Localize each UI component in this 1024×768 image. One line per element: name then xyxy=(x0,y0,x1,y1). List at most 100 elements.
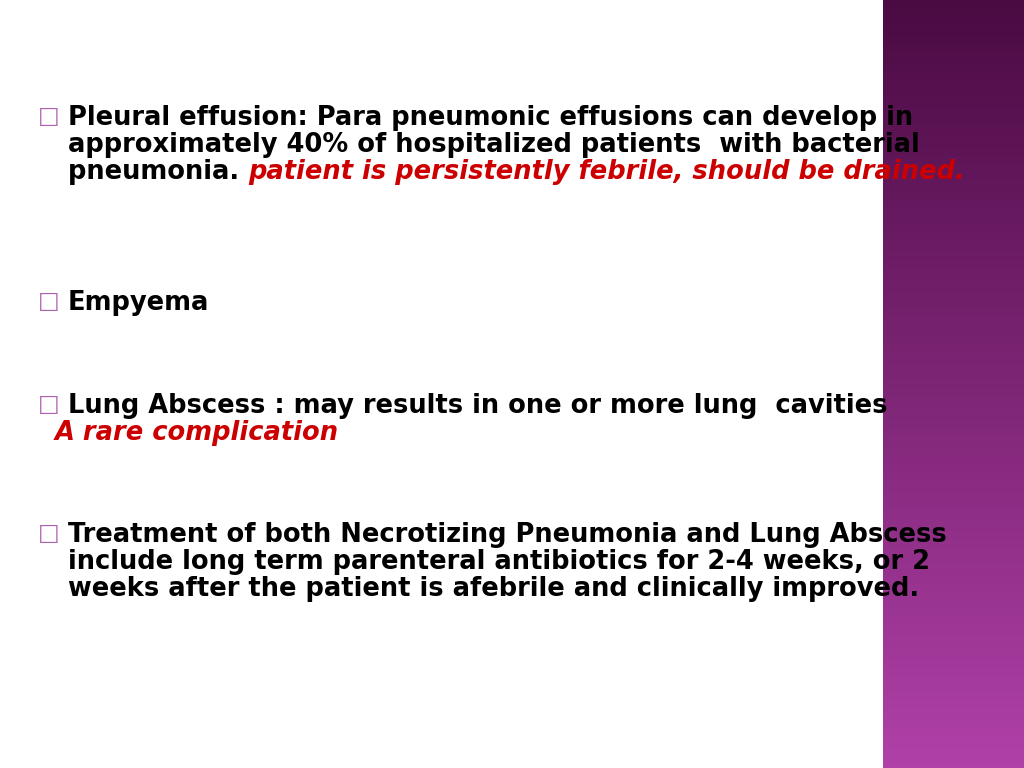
Bar xyxy=(883,448,1024,451)
Bar xyxy=(883,69,1024,71)
Bar xyxy=(883,248,1024,251)
Bar xyxy=(883,701,1024,704)
Bar xyxy=(883,647,1024,650)
Bar xyxy=(883,164,1024,167)
Bar xyxy=(883,207,1024,210)
Bar xyxy=(883,71,1024,74)
Bar xyxy=(883,422,1024,425)
Bar xyxy=(883,707,1024,709)
Bar xyxy=(883,128,1024,131)
Bar xyxy=(883,246,1024,248)
Bar xyxy=(883,425,1024,428)
Bar xyxy=(883,125,1024,128)
Bar xyxy=(883,438,1024,440)
Bar xyxy=(883,79,1024,82)
Bar xyxy=(883,525,1024,528)
Bar xyxy=(883,210,1024,213)
Bar xyxy=(883,366,1024,369)
Bar xyxy=(883,220,1024,223)
Text: include long term parenteral antibiotics for 2-4 weeks, or 2: include long term parenteral antibiotics… xyxy=(68,549,930,575)
Bar xyxy=(883,663,1024,666)
Bar xyxy=(883,131,1024,133)
Bar xyxy=(883,637,1024,640)
Bar xyxy=(883,499,1024,502)
Bar xyxy=(883,586,1024,589)
Bar xyxy=(883,374,1024,376)
Bar xyxy=(883,627,1024,630)
Bar xyxy=(883,386,1024,389)
Bar xyxy=(883,555,1024,558)
Bar xyxy=(883,558,1024,561)
Bar xyxy=(883,5,1024,8)
Bar xyxy=(883,520,1024,522)
Bar xyxy=(883,597,1024,599)
Bar xyxy=(883,484,1024,486)
Bar xyxy=(883,205,1024,207)
Bar xyxy=(883,251,1024,253)
Bar xyxy=(883,635,1024,637)
Bar xyxy=(883,2,1024,5)
Bar xyxy=(883,591,1024,594)
Bar xyxy=(883,451,1024,453)
Bar xyxy=(883,689,1024,691)
Bar xyxy=(883,233,1024,236)
Bar xyxy=(883,384,1024,386)
Bar xyxy=(883,48,1024,51)
Bar xyxy=(883,105,1024,108)
Bar xyxy=(883,668,1024,670)
Bar xyxy=(883,747,1024,750)
Bar xyxy=(883,33,1024,36)
Bar xyxy=(883,589,1024,591)
Text: Empyema: Empyema xyxy=(68,290,209,316)
Bar xyxy=(883,74,1024,77)
Bar xyxy=(883,90,1024,92)
Bar xyxy=(883,389,1024,392)
Bar xyxy=(883,382,1024,384)
Bar xyxy=(883,290,1024,292)
Bar xyxy=(883,392,1024,394)
Bar xyxy=(883,359,1024,361)
Bar xyxy=(883,328,1024,330)
Bar xyxy=(883,56,1024,59)
Bar xyxy=(883,310,1024,313)
Bar xyxy=(883,187,1024,190)
Bar xyxy=(883,571,1024,574)
Bar xyxy=(883,238,1024,240)
Bar xyxy=(883,279,1024,282)
Bar xyxy=(883,594,1024,597)
Bar xyxy=(883,336,1024,338)
Bar xyxy=(883,712,1024,714)
Bar xyxy=(883,100,1024,102)
Bar xyxy=(883,369,1024,371)
Bar xyxy=(883,584,1024,586)
Bar xyxy=(883,455,1024,458)
Bar xyxy=(883,118,1024,121)
Bar xyxy=(883,538,1024,540)
Bar xyxy=(883,630,1024,632)
Bar xyxy=(883,612,1024,614)
Bar xyxy=(883,46,1024,48)
Bar xyxy=(883,528,1024,530)
Bar xyxy=(883,51,1024,54)
Bar xyxy=(883,445,1024,448)
Bar xyxy=(883,59,1024,61)
Bar xyxy=(883,136,1024,138)
Bar xyxy=(883,478,1024,482)
Bar xyxy=(883,38,1024,41)
Bar xyxy=(883,489,1024,492)
Bar xyxy=(883,763,1024,766)
Bar xyxy=(883,760,1024,763)
Bar xyxy=(883,25,1024,28)
Bar xyxy=(883,282,1024,284)
Bar xyxy=(883,568,1024,571)
Bar xyxy=(883,194,1024,197)
Bar xyxy=(883,363,1024,366)
Bar xyxy=(883,714,1024,717)
Bar xyxy=(883,256,1024,259)
Bar xyxy=(883,77,1024,79)
Bar xyxy=(883,676,1024,678)
Bar xyxy=(883,428,1024,430)
Bar xyxy=(883,213,1024,215)
Bar xyxy=(883,94,1024,98)
Bar xyxy=(883,346,1024,348)
